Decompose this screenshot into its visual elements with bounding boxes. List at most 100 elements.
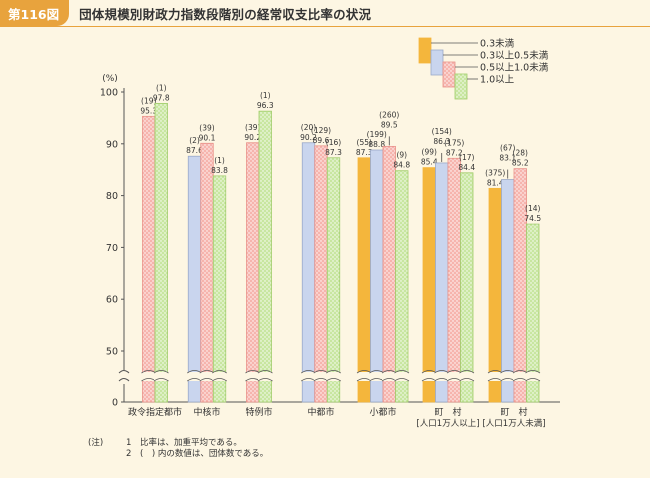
bar-count-label: (175) <box>444 138 464 147</box>
bar-break-gap <box>447 372 462 381</box>
bar <box>488 187 502 403</box>
bar-break-gap <box>199 372 215 381</box>
bar <box>435 162 449 403</box>
bar-count-label: (55) <box>357 138 372 147</box>
bar <box>187 155 202 403</box>
x-category-sublabel: [人口1万人以上] <box>416 419 479 429</box>
figure-header: 第116図 団体規模別財政力指数段階別の経常収支比率の状況 <box>0 0 650 26</box>
bar-value-label: 88.8 <box>368 140 385 149</box>
bar-value-label: 84.8 <box>393 161 410 170</box>
bar-groups: 95.3(19)97.8(1)政令指定都市87.6(2)90.1(39)83.8… <box>128 83 546 429</box>
y-tick-label: 70 <box>106 243 118 254</box>
bar-count-label: (1) <box>156 83 167 92</box>
bar-break-mark <box>153 370 169 382</box>
bar <box>258 110 272 403</box>
bar-break-gap <box>369 372 384 381</box>
bar <box>246 142 260 403</box>
legend-label: 0.3以上0.5未満 <box>480 50 549 62</box>
bar-break-mark <box>394 370 410 382</box>
bar-break-gap <box>422 372 437 381</box>
chart-notes: (注) 1 比率は、加重平均である。 2 ( ) 内の数値は、団体数である。 <box>88 438 268 460</box>
legend-swatch <box>454 73 468 100</box>
bar-group: 90.2(20) 89.6(129) 87.3(16) 中都市 <box>300 123 342 418</box>
figure-title: 団体規模別財政力指数段階別の経常収支比率の状況 <box>79 6 372 22</box>
bar-value-label: 86.3 <box>433 137 450 146</box>
axis-break-mark <box>118 370 130 382</box>
bar-count-label: (199) <box>367 130 387 139</box>
note-prefix: (注) <box>88 438 104 448</box>
bar-count-label: (14) <box>525 204 540 213</box>
bar <box>382 145 396 403</box>
bar-value-label: 85.2 <box>512 159 529 168</box>
x-category-label: 中都市 <box>307 406 334 418</box>
bar-group: 81.4(375) 83.1(67) 85.2(28) 74.5(14) 町 村[人口1… <box>482 144 545 429</box>
bar-count-label: (67) <box>500 144 515 153</box>
y-tick-label: 80 <box>106 191 118 202</box>
bar <box>447 157 461 403</box>
bar-count-label: (39) <box>245 123 260 132</box>
y-tick-label: 90 <box>106 139 118 150</box>
bar-break-gap <box>187 372 202 381</box>
bar-value-label: 89.5 <box>381 120 398 129</box>
bar <box>422 167 436 403</box>
bar <box>142 115 156 403</box>
bar-value-label: 87.3 <box>325 148 342 157</box>
bar-break-gap <box>326 372 341 381</box>
bar-value-label: 74.5 <box>524 214 541 223</box>
bar-value-label: 95.3 <box>140 106 157 115</box>
note-line-1: (注) 1 比率は、加重平均である。 <box>88 438 268 449</box>
bar <box>526 223 540 403</box>
bar-count-label: (2) <box>189 136 200 145</box>
header-divider <box>0 26 650 27</box>
legend-label: 0.3未満 <box>480 38 515 50</box>
x-category-label: 特例市 <box>245 406 272 418</box>
y-tick-label: 50 <box>106 347 118 358</box>
bar-break-gap <box>500 372 515 381</box>
x-category-label: 小都市 <box>369 406 396 418</box>
legend-swatch <box>430 49 444 76</box>
bar-value-label: 83.8 <box>211 166 228 175</box>
legend-swatch <box>442 61 456 88</box>
legend-swatch <box>418 37 432 64</box>
legend-label: 1.0以上 <box>480 75 515 86</box>
bar-value-label: 96.3 <box>257 101 274 110</box>
bar <box>357 157 371 403</box>
bar-group: 95.3(19)97.8(1) 政令指定都市 <box>128 83 182 418</box>
bar-break-gap <box>488 372 503 381</box>
bar-break-gap <box>301 372 316 381</box>
bar-count-label: (260) <box>379 110 399 119</box>
bar-break-gap <box>459 372 474 381</box>
note-line-2: 2 ( ) 内の数値は、団体数である。 <box>88 449 268 460</box>
bar-break-gap <box>245 372 260 381</box>
bar-count-label: (9) <box>396 151 407 160</box>
y-axis-unit-label: (%) <box>102 74 118 84</box>
note-number: 1 <box>126 438 132 448</box>
bar-count-label: (39) <box>199 123 214 132</box>
bar-group: 87.6(2)90.1(39) 83.8(1) 中核市 <box>186 123 228 418</box>
note-text: 比率は、加重平均である。 <box>140 438 242 448</box>
bar <box>212 175 227 403</box>
bar-break-gap <box>382 372 397 381</box>
legend-label: 0.5以上1.0未満 <box>480 62 549 74</box>
bar-value-label: 87.3 <box>356 148 373 157</box>
bar-break-gap <box>525 372 540 381</box>
figure-number-badge: 第116図 <box>0 0 70 26</box>
bar-count-label: (1) <box>214 156 225 165</box>
bar-break-gap <box>513 372 528 381</box>
y-tick-label: 100 <box>100 88 118 99</box>
bar-count-label: (99) <box>422 148 437 157</box>
bar-count-label: (20) <box>301 123 316 132</box>
bar-count-label: (129) <box>311 126 331 135</box>
bar-group: 90.2(39) 96.3(1) 特例市 <box>244 91 273 418</box>
bar-value-label: 90.2 <box>300 133 317 142</box>
bar-break-gap <box>434 372 449 381</box>
note-number: 2 <box>126 449 132 459</box>
bar-value-label: 89.6 <box>313 136 330 145</box>
bar-count-label: (28) <box>513 149 528 158</box>
bar-count-label: (375) <box>485 168 505 177</box>
bar <box>154 102 168 403</box>
bar-count-label: (154) <box>432 127 452 136</box>
bar <box>370 149 384 403</box>
